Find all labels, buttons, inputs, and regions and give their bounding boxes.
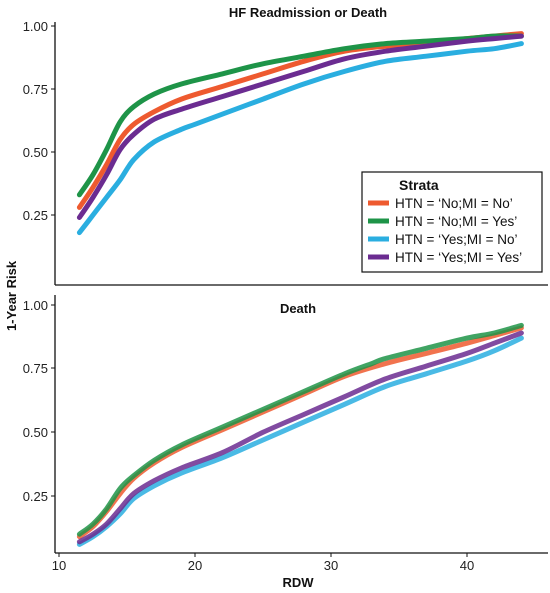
x-tick-label: 20 — [188, 558, 202, 573]
y-tick-label: 1.00 — [23, 19, 48, 34]
panel-1-y-ticks: 1.00 0.75 0.50 0.25 — [23, 19, 55, 223]
y-tick-label: 0.75 — [23, 82, 48, 97]
legend-label: HTN = ‘No;MI = No’ — [395, 196, 513, 211]
legend-label: HTN = ‘Yes;MI = No’ — [395, 232, 518, 247]
panel-2-y-ticks: 1.00 0.75 0.50 0.25 — [23, 298, 55, 504]
panel-hf-readmission: HF Readmission or Death 1.00 0.75 0.50 0… — [23, 5, 548, 286]
panel-2-title: Death — [280, 301, 316, 316]
y-tick-label: 0.25 — [23, 489, 48, 504]
x-ticks: 10 20 30 40 — [52, 553, 474, 573]
panel-1-series — [76, 31, 524, 236]
series-line-2-3 — [76, 335, 524, 547]
legend-title: Strata — [399, 177, 439, 193]
legend-box — [361, 171, 543, 273]
panel-2-series — [76, 322, 524, 547]
y-tick-label: 0.75 — [23, 361, 48, 376]
series-line-1-2 — [76, 33, 524, 198]
series-line-1-3 — [76, 41, 524, 236]
series-line-2-4 — [76, 330, 524, 545]
legend-label: HTN = ‘No;MI = Yes’ — [395, 214, 517, 229]
panel-death: Death 1.00 0.75 0.50 0.25 10 20 30 40 — [23, 295, 548, 573]
x-axis-label: RDW — [282, 575, 314, 590]
y-tick-label: 0.25 — [23, 208, 48, 223]
x-tick-label: 30 — [324, 558, 338, 573]
y-axis-label: 1-Year Risk — [4, 260, 19, 331]
series-line-2-2 — [76, 322, 524, 537]
legend: Strata HTN = ‘No;MI = No’ HTN = ‘No;MI =… — [361, 171, 543, 273]
legend-label: HTN = ‘Yes;MI = Yes’ — [395, 250, 522, 265]
x-tick-label: 10 — [52, 558, 66, 573]
y-tick-label: 0.50 — [23, 425, 48, 440]
panel-1-title: HF Readmission or Death — [229, 5, 387, 20]
y-tick-label: 1.00 — [23, 298, 48, 313]
series-line-1-4 — [76, 33, 524, 220]
y-tick-label: 0.50 — [23, 145, 48, 160]
x-tick-label: 40 — [460, 558, 474, 573]
